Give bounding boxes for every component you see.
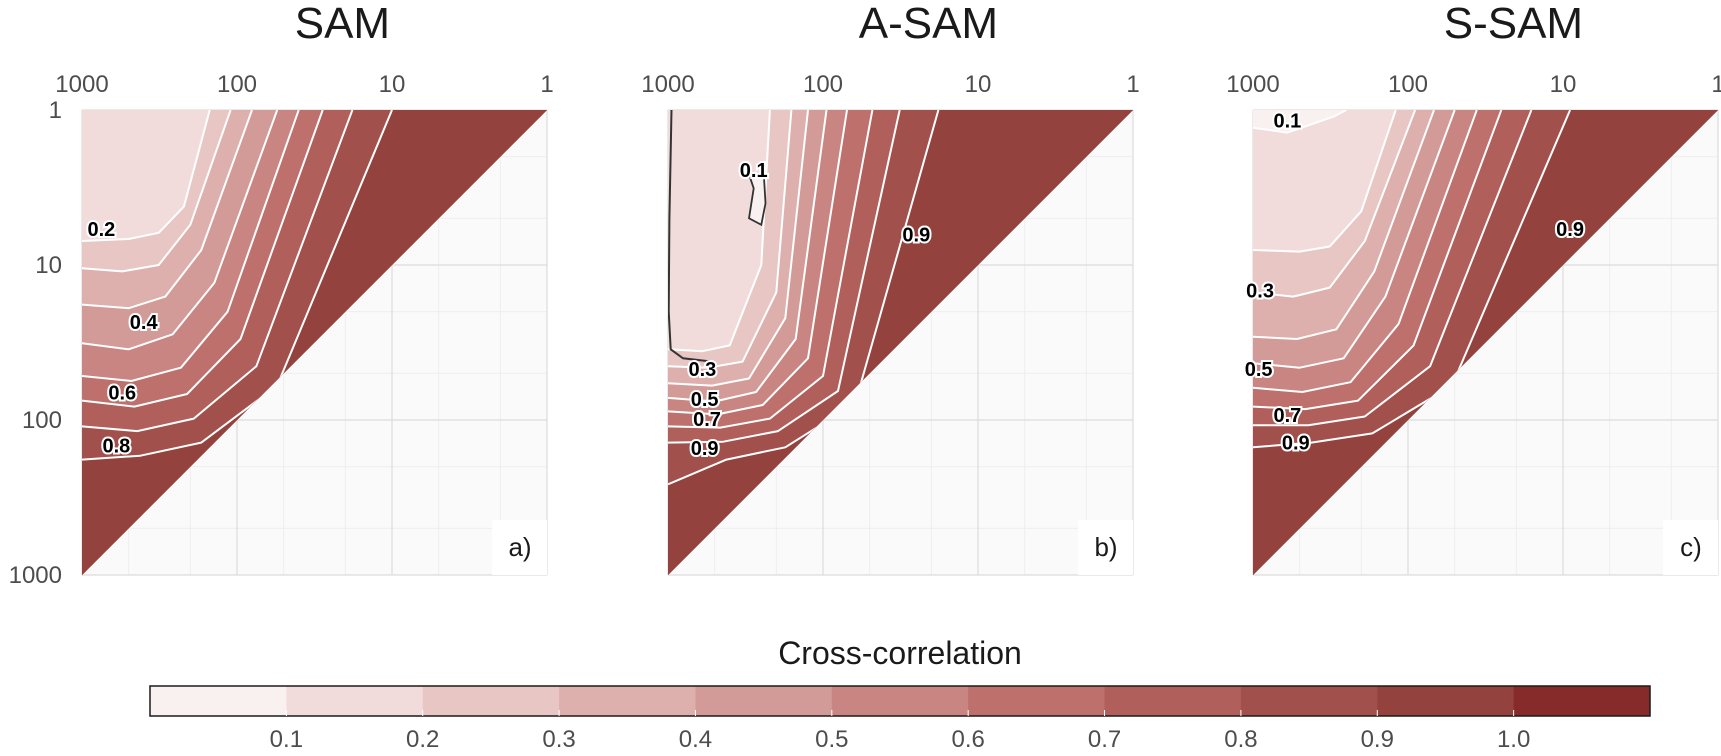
- contour-label: 0.5: [1245, 359, 1273, 381]
- contour-line-dark: [668, 110, 713, 363]
- x-tick-label: 1000: [55, 71, 108, 98]
- colorbar-tick-label: 0.9: [1361, 726, 1394, 753]
- colorbar: Cross-correlation 0.1 0.2 0.3 0.4 0.5 0.6 0.7 0.…: [149, 635, 1651, 753]
- colorbar-tick-label: 0.8: [1224, 726, 1257, 753]
- contour-label: 0.9: [902, 224, 930, 246]
- panel-letter: b): [1094, 532, 1117, 562]
- x-tick-label: 1: [1711, 71, 1721, 98]
- x-tick-label: 100: [1388, 71, 1428, 98]
- contour-line-0.9: [1253, 110, 1572, 449]
- x-tick-label: 10: [965, 71, 992, 98]
- contour-label: 0.8: [102, 436, 130, 458]
- colorbar-segment: [695, 686, 833, 716]
- contour-hole: [749, 174, 766, 225]
- contour-line-0.5: [82, 110, 279, 351]
- contour-line-0.5: [668, 110, 828, 403]
- y-tick-label: 100: [22, 407, 62, 434]
- colorbar-segment: [422, 686, 560, 716]
- contour-label: 0.9: [1282, 432, 1310, 454]
- contour-label: 0.4: [130, 312, 159, 334]
- panels-group: 0.2 0.4 0.6 0.8 1000 100 10 1 1 10 100 1000 SAM a) 0.1…: [9, 0, 1721, 589]
- colorbar-segment: [968, 686, 1106, 716]
- contour-line-0.5: [1253, 110, 1456, 369]
- contour-line-0.9: [668, 110, 940, 486]
- colorbar-title: Cross-correlation: [778, 635, 1022, 671]
- colorbar-tick-label: 0.5: [815, 726, 848, 753]
- contour-line-0.7: [82, 110, 324, 408]
- x-tick-label: 10: [379, 71, 406, 98]
- colorbar-tick-label: 1.0: [1497, 726, 1530, 753]
- x-tick-label: 100: [803, 71, 843, 98]
- contour-line-0.6: [82, 110, 300, 382]
- contour-label: 0.2: [87, 219, 115, 241]
- y-tick-label: 10: [35, 252, 62, 279]
- colorbar-tick-label: 0.7: [1088, 726, 1121, 753]
- panel-2: 0.1 0.9 0.3 0.50.7 0.9 1000 100 10 1 A-SAM b): [641, 0, 1140, 576]
- contour-label: 0.7: [1273, 405, 1301, 427]
- colorbar-segment: [1513, 686, 1651, 716]
- contour-line-dark-hole: [748, 174, 767, 227]
- panel-title: A-SAM: [859, 0, 998, 48]
- y-tick-label: 1: [49, 97, 62, 124]
- contour-line-0.8: [82, 110, 354, 433]
- contour-line-0.4: [668, 110, 809, 387]
- x-tick-label: 1: [1126, 71, 1139, 98]
- colorbar-tick-label: 0.3: [542, 726, 575, 753]
- x-tick-label: 1: [540, 71, 553, 98]
- panel-title: SAM: [295, 0, 390, 48]
- contour-line-0.2: [82, 110, 211, 242]
- panel-letter-box: [492, 520, 547, 575]
- contour-line-0.3: [82, 110, 232, 273]
- panel-letter-box: [1663, 520, 1718, 575]
- contour-line-0.1: [1253, 110, 1347, 134]
- contour-line-0.6: [668, 110, 848, 416]
- contour-label: 0.6: [108, 382, 136, 404]
- colorbar-segment: [1377, 686, 1515, 716]
- panel-title: S-SAM: [1444, 0, 1583, 48]
- contour-line-0.9: [82, 110, 393, 461]
- colorbar-tick-label: 0.6: [951, 726, 984, 753]
- panel-3: 0.1 0.9 0.3 0.5 0.7 0.9 1000 100 10 1 S-SAM c): [1226, 0, 1721, 576]
- contour-line-0.4: [82, 110, 253, 310]
- panel-letter: a): [508, 532, 531, 562]
- contour-label: 0.5: [691, 389, 719, 411]
- panel-letter-box: [1078, 520, 1133, 575]
- panel-letter: c): [1680, 532, 1702, 562]
- contour-line-0.3: [668, 110, 793, 369]
- colorbar-tick-label: 0.2: [406, 726, 439, 753]
- colorbar-segment: [831, 686, 969, 716]
- contour-line-0.7: [1253, 110, 1503, 411]
- colorbar-tick-label: 0.4: [679, 726, 712, 753]
- x-tick-label: 1000: [641, 71, 694, 98]
- contour-line-0.3: [1253, 110, 1417, 298]
- contour-label: 0.9: [1556, 219, 1584, 241]
- contour-label: 0.3: [1246, 281, 1274, 303]
- panel-1: 0.2 0.4 0.6 0.8 1000 100 10 1 1 10 100 1000 SAM a): [9, 0, 554, 589]
- contour-line-0.8: [1253, 110, 1533, 427]
- contour-label: 0.1: [1273, 111, 1301, 133]
- colorbar-segment: [286, 686, 424, 716]
- contour-label: 0.1: [740, 160, 768, 182]
- contour-label: 0.3: [688, 359, 716, 381]
- contour-line-0.6: [1253, 110, 1478, 393]
- colorbar-segment: [559, 686, 696, 716]
- contour-line-0.2: [1253, 110, 1397, 253]
- x-tick-label: 1000: [1226, 71, 1279, 98]
- contour-label: 0.9: [691, 438, 719, 460]
- contour-line-0.7: [668, 110, 874, 429]
- x-tick-label: 10: [1550, 71, 1577, 98]
- contour-label: 0.7: [693, 409, 721, 431]
- colorbar-segment: [1240, 686, 1378, 716]
- contour-line-0.8: [668, 110, 901, 444]
- y-tick-label: 1000: [9, 562, 62, 589]
- x-tick-label: 100: [217, 71, 257, 98]
- colorbar-segment: [1104, 686, 1242, 716]
- contour-band-0.1: [668, 110, 770, 352]
- colorbar-tick-label: 0.1: [270, 726, 303, 753]
- colorbar-frame: [149, 685, 1651, 717]
- colorbar-segment: [150, 686, 287, 716]
- contour-line-0.4: [1253, 110, 1435, 340]
